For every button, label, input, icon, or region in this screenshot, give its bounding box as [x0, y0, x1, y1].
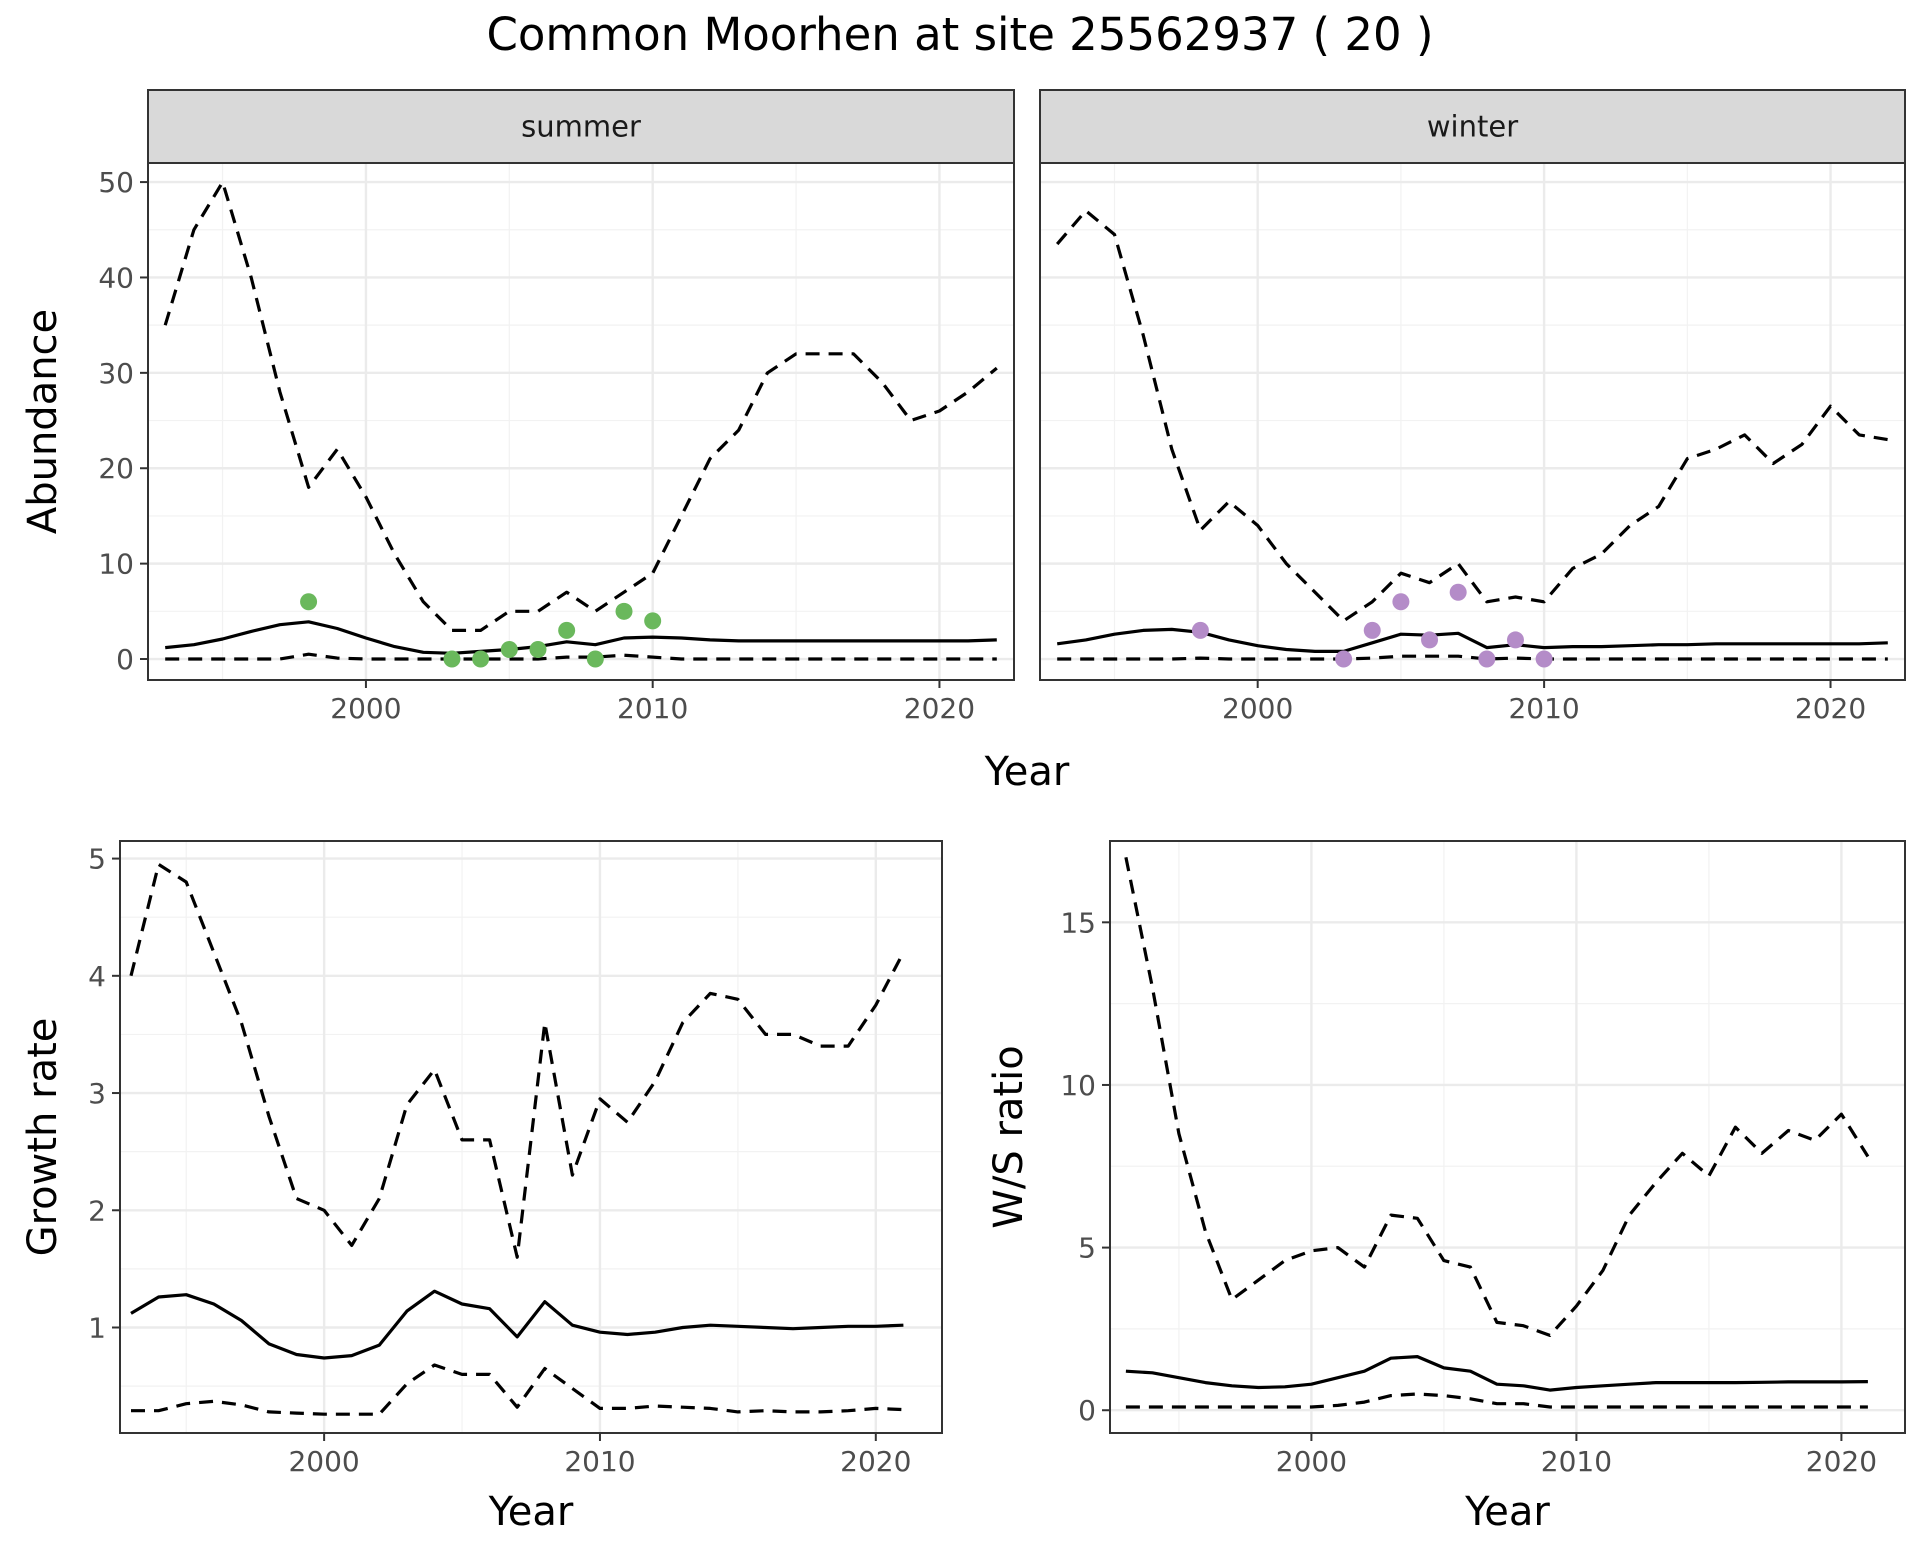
data-point: [1535, 650, 1553, 668]
y-tick-label: 40: [98, 261, 134, 294]
x-tick-label: 2010: [617, 692, 688, 725]
y-tick-label: 4: [88, 960, 106, 993]
x-axis-title-shared: Year: [984, 749, 1070, 795]
data-point: [1421, 631, 1439, 649]
data-point: [1191, 621, 1209, 639]
series-line-lower-bound: [1057, 654, 1888, 661]
series-line-estimate: [130, 1289, 904, 1360]
y-tick-label: 5: [1078, 1232, 1096, 1265]
y-tick-label: 50: [98, 166, 134, 199]
panel-border: [1109, 840, 1906, 1434]
series-line-upper-bound: [1055, 209, 1889, 623]
data-point: [558, 621, 576, 639]
figure-title: Common Moorhen at site 25562937 ( 20 ): [486, 8, 1433, 61]
x-tick-label: 2000: [288, 1445, 359, 1478]
series-line-estimate: [1056, 627, 1888, 653]
panel-border: [1039, 162, 1906, 681]
panel-winter: winter 2000 2010 2020: [1039, 89, 1906, 725]
y-tick-label: 10: [1060, 1069, 1096, 1102]
y-tick-label: 20: [98, 452, 134, 485]
series-line-upper-bound: [1124, 856, 1870, 1337]
data-point: [1392, 593, 1410, 611]
panel-border: [119, 840, 943, 1434]
data-point: [443, 650, 461, 668]
y-tick-label: 10: [98, 548, 134, 581]
y-tick-label: 5: [88, 843, 106, 876]
series-line-lower-bound: [1125, 1392, 1868, 1409]
x-tick-label: 2010: [1508, 692, 1579, 725]
panel-growth: 2000 2010 2020 1 2 3 4 5 Growth rate Year: [20, 840, 943, 1535]
x-tick-label: 2010: [564, 1445, 635, 1478]
data-point: [1335, 650, 1353, 668]
data-point: [472, 650, 490, 668]
data-point: [500, 640, 518, 658]
data-point: [529, 640, 547, 658]
series-line-upper-bound: [163, 180, 998, 632]
y-axis-title: Abundance: [20, 309, 66, 534]
panel-summer: summer 2000 2010 2020 0 10 20 30 40 50 Abundance: [20, 89, 1015, 725]
data-point: [1363, 621, 1381, 639]
x-tick-label: 2000: [1222, 692, 1293, 725]
x-tick-label: 2000: [1276, 1445, 1347, 1478]
x-tick-label: 2020: [1806, 1445, 1877, 1478]
data-point: [644, 612, 662, 630]
series-line-estimate: [165, 620, 997, 655]
data-point: [1478, 650, 1496, 668]
series-line-upper-bound: [129, 862, 905, 1259]
data-point: [1506, 631, 1524, 649]
x-tick-label: 2000: [330, 692, 401, 725]
x-tick-label: 2020: [904, 692, 975, 725]
y-tick-label: 30: [98, 357, 134, 390]
strip-label: winter: [1427, 110, 1518, 144]
x-axis-title: Year: [488, 1489, 574, 1535]
x-tick-label: 2020: [840, 1445, 911, 1478]
data-point: [1449, 583, 1467, 601]
y-tick-label: 1: [88, 1311, 106, 1344]
strip-label: summer: [521, 110, 641, 144]
strip-header: [1039, 89, 1906, 164]
y-tick-label: 15: [1060, 906, 1096, 939]
series-line-lower-bound: [165, 652, 997, 661]
series-line-estimate: [1125, 1355, 1868, 1392]
data-point: [300, 593, 318, 611]
y-tick-label: 0: [116, 643, 134, 676]
series-line-lower-bound: [131, 1363, 904, 1416]
x-axis-title: Year: [1464, 1489, 1550, 1535]
y-tick-label: 3: [88, 1077, 106, 1110]
strip-header: [147, 89, 1015, 164]
y-axis-title: W/S ratio: [986, 1045, 1032, 1228]
x-tick-label: 2020: [1795, 692, 1866, 725]
x-tick-label: 2010: [1541, 1445, 1612, 1478]
y-tick-label: 0: [1078, 1394, 1096, 1427]
y-axis-title: Growth rate: [20, 1018, 66, 1257]
data-point: [615, 602, 633, 620]
y-tick-label: 2: [88, 1194, 106, 1227]
data-point: [586, 650, 604, 668]
panel-ratio: 2000 2010 2020 0 5 10 15 W/S ratio Year: [986, 840, 1906, 1535]
